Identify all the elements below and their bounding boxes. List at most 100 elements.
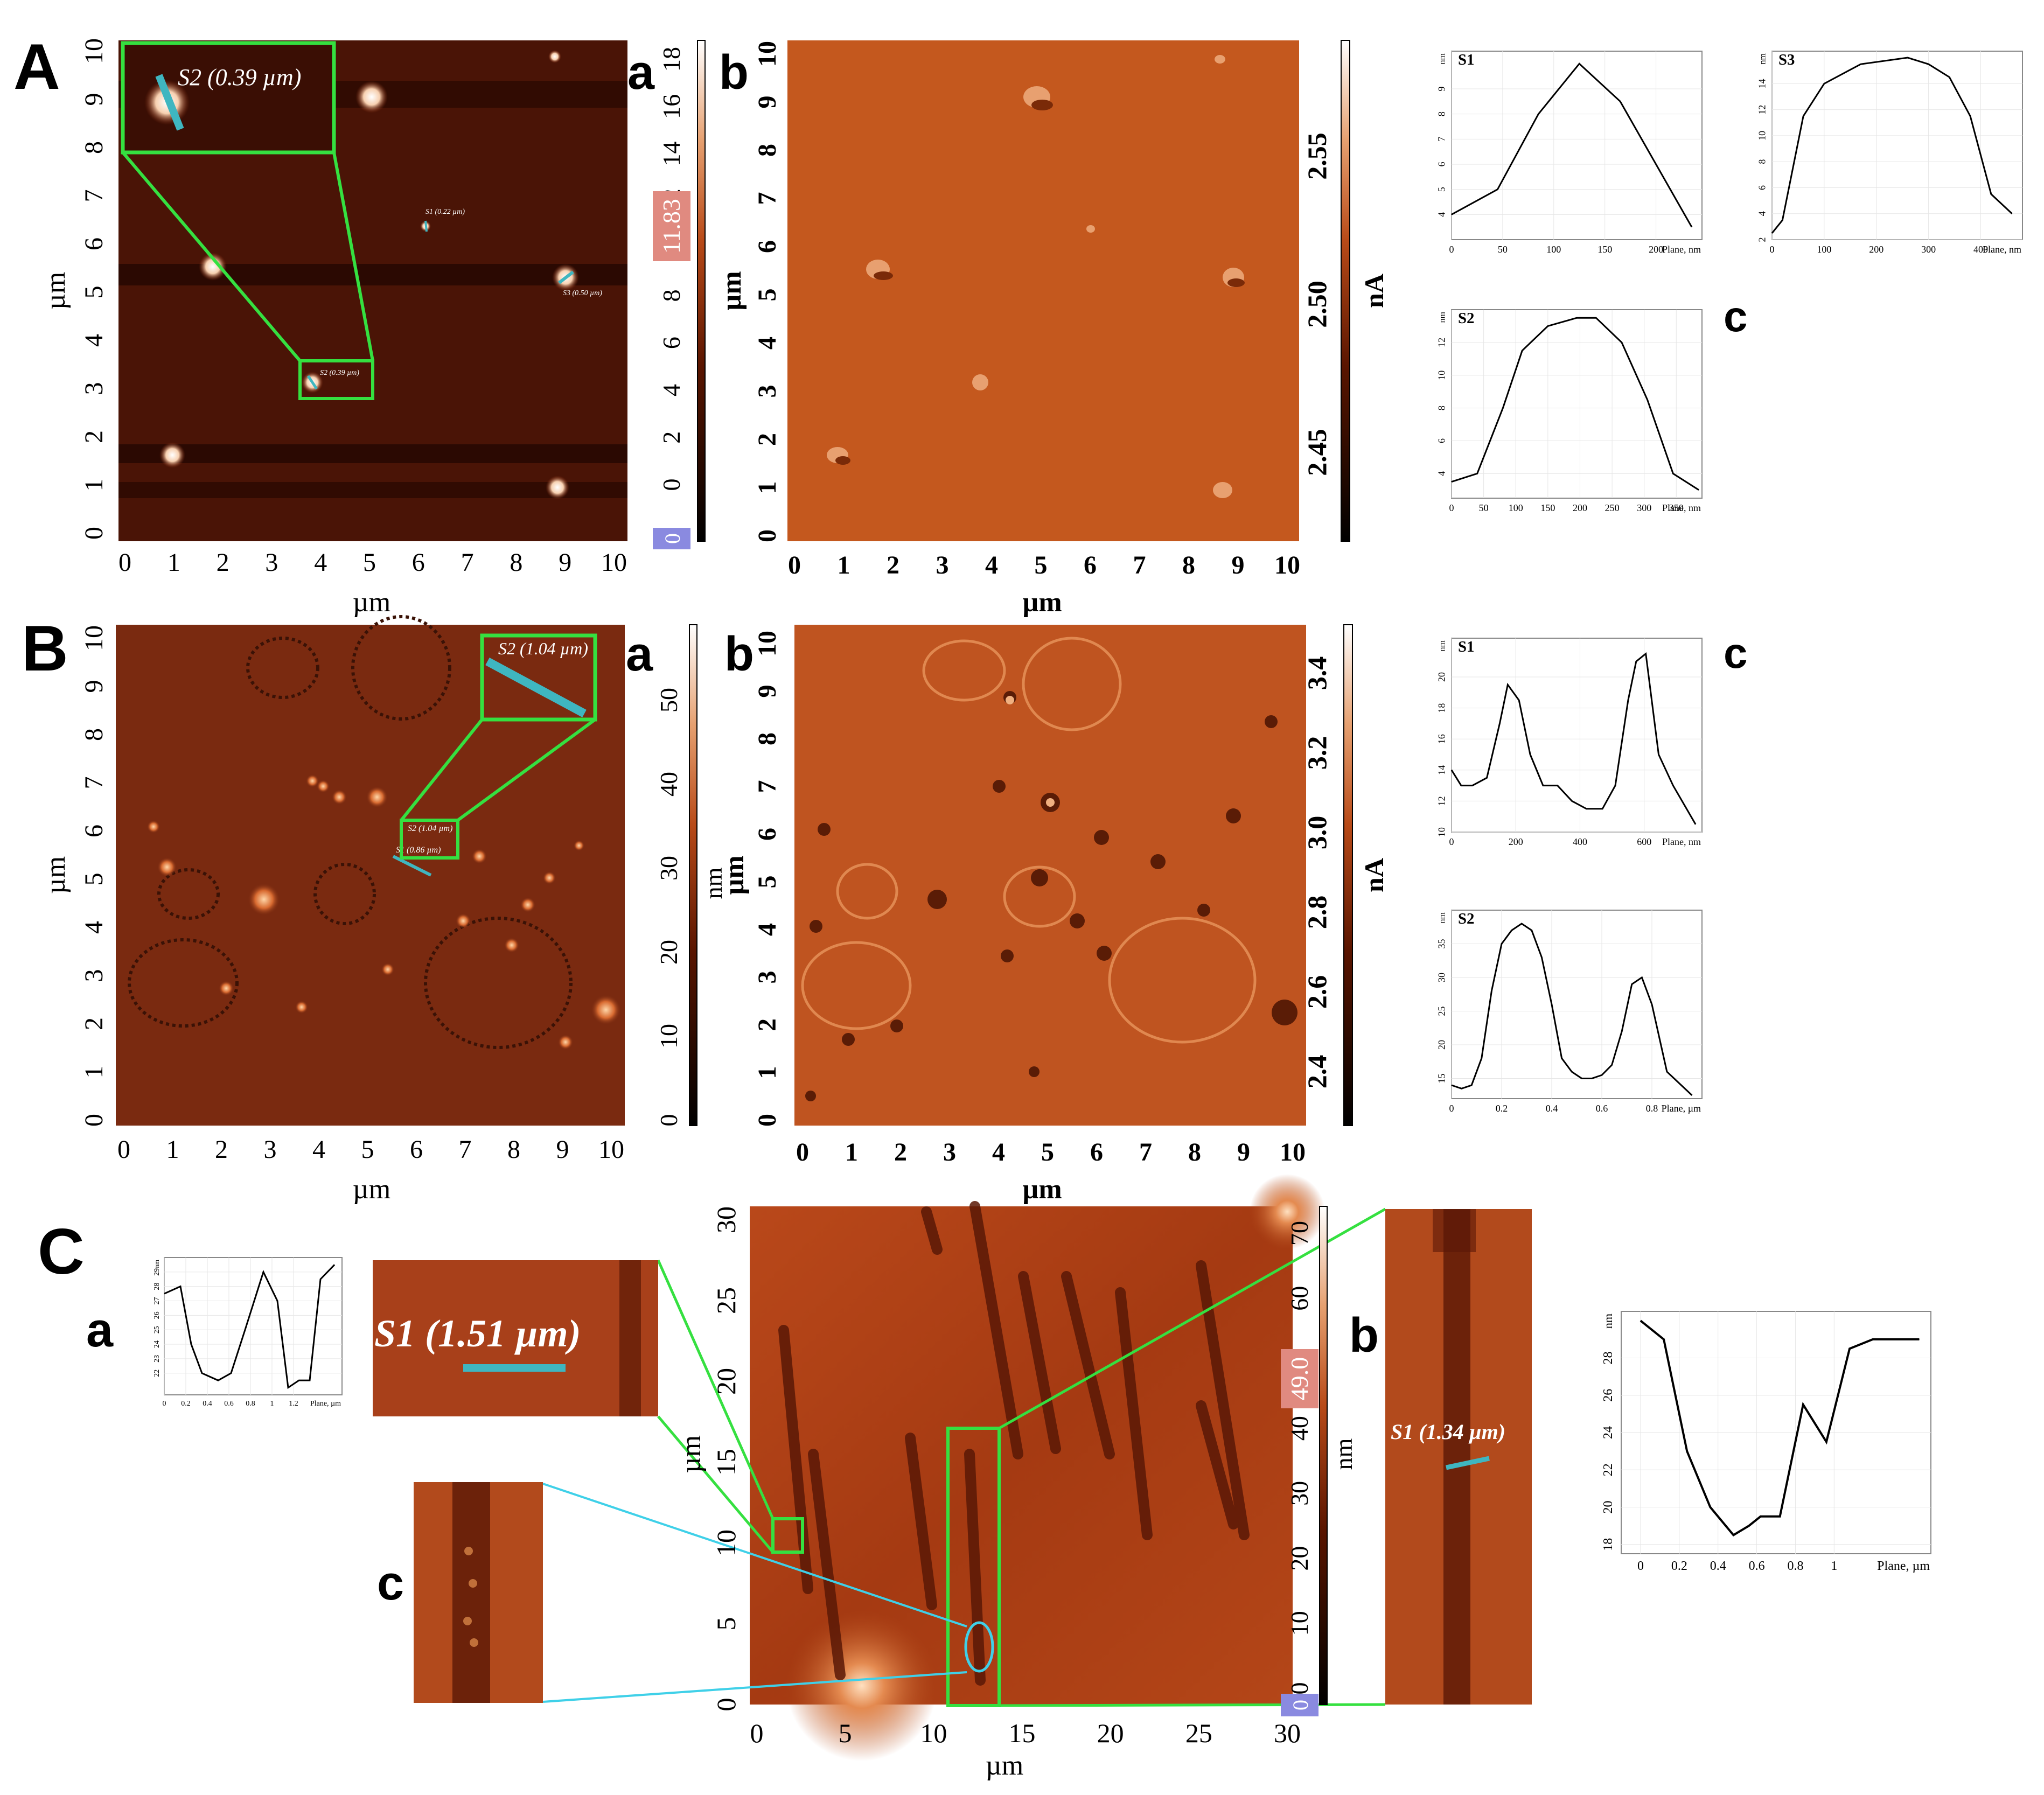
- a-y-tick: 7: [80, 190, 108, 202]
- a-colorbar-tick: 14: [658, 142, 685, 166]
- sub-letter-a-b: b: [719, 46, 749, 100]
- b-y-tick: 4: [80, 921, 108, 934]
- sub-letter-b-a: a: [626, 627, 653, 681]
- bb-x-tick: 0: [796, 1138, 809, 1167]
- bb-y-tick: 9: [753, 685, 782, 698]
- sub-letter-c-b: b: [1349, 1309, 1379, 1363]
- a-colorbar-tick: 4: [658, 384, 685, 396]
- y-tick-label: 26: [1601, 1389, 1615, 1402]
- afm-particles-b: [147, 774, 621, 1050]
- c-x-tick: 0: [750, 1718, 764, 1748]
- a-y-tick: 6: [80, 238, 108, 250]
- y-tick-label: 12: [1756, 105, 1767, 115]
- x-tick-label: 400: [1973, 244, 1988, 255]
- b-x-tick: 8: [507, 1135, 520, 1164]
- x-axis-label: Plane, µm: [1877, 1559, 1930, 1573]
- b-x-tick: 2: [215, 1135, 228, 1164]
- ab-x-tick: 4: [985, 551, 998, 579]
- annot-s2-b: S2 (1.04 µm): [408, 824, 452, 833]
- a-x-tick: 7: [461, 548, 474, 577]
- profile-point: [1511, 930, 1512, 931]
- y-axis-unit: nm: [1438, 311, 1447, 323]
- y-tick-label: 8: [1756, 159, 1767, 164]
- x-tick-label: 600: [1637, 836, 1651, 847]
- profile-point: [1860, 64, 1861, 65]
- b-y-tick: 3: [80, 969, 108, 982]
- a-y-tick: 0: [80, 527, 108, 540]
- c-x-tick: 10: [920, 1718, 947, 1748]
- profile-chart-c-a: 0 0.2 0.4 0.6 0.8 1 1.2 22 23 24 25 26 27 28 29 Plane, …: [153, 1257, 343, 1408]
- b-colorbar-tick: 10: [655, 1024, 682, 1049]
- colorbar-c: 010203040506070 49.0 0 nm: [1281, 1206, 1357, 1716]
- x-axis-label: Plane, µm: [310, 1400, 341, 1408]
- profile-point: [1621, 342, 1622, 343]
- c-colorbar-tick: 40: [1286, 1416, 1313, 1441]
- y-label-a-b: µm: [716, 271, 747, 310]
- c-colorbar-tick: 0: [1286, 1682, 1313, 1695]
- x-tick-label: 50: [1498, 244, 1508, 255]
- y-label-a: µm: [40, 272, 71, 310]
- x-tick-label: 0.2: [1496, 1103, 1508, 1114]
- profile-point: [1471, 1085, 1472, 1086]
- profile-point: [1461, 1088, 1462, 1089]
- y-tick-label: 4: [1436, 212, 1447, 217]
- b-x-tick: 0: [117, 1135, 130, 1164]
- y-tick-label: 4: [1436, 471, 1447, 476]
- a-y-tick: 2: [80, 430, 108, 443]
- x-tick-label: 0: [1449, 836, 1454, 847]
- x-label-a-b: µm: [1022, 587, 1062, 618]
- bb-colorbar-tick: 2.4: [1302, 1055, 1332, 1089]
- y-label-b: µm: [40, 856, 71, 894]
- c-y-tick: 15: [711, 1449, 741, 1476]
- inset-annotation-c-b: S1 (1.34 µm): [1391, 1420, 1505, 1444]
- a-y-tick: 4: [80, 334, 108, 347]
- ab-colorbar-tick: 2.55: [1302, 132, 1332, 180]
- y-tick-label: 4: [1756, 211, 1767, 216]
- profile-lines-a: S1 (0.22 µm) S2 (0.39 µm) S3 (0.50 µm): [306, 208, 602, 390]
- x-tick-label: 0.2: [1671, 1559, 1687, 1573]
- x-tick-label: 1.2: [289, 1400, 298, 1408]
- ab-y-tick: 8: [753, 144, 782, 157]
- colorbar-a-b: 2.45 2.50 2.55 nA: [1302, 40, 1389, 542]
- a-y-tick: 8: [80, 141, 108, 154]
- profile-chart-b-s1: 0 200 400 600 10 12 14 16 18 20 Plane, nm nm S1: [1436, 638, 1703, 847]
- ab-y-tick: 10: [753, 41, 782, 67]
- a-x-tick: 0: [118, 548, 131, 577]
- c-colorbar-tick: 60: [1286, 1286, 1313, 1311]
- inset-c-b: S1 (1.34 µm): [1385, 1209, 1532, 1705]
- axes-b-b: 0 1 2 3 4 5 6 7 8 9 10 0 1 2 3 4 5 6 7 8 9 10 µm µm: [719, 631, 1306, 1205]
- ab-y-tick: 1: [753, 481, 782, 494]
- a-y-tick: 9: [80, 93, 108, 106]
- x-tick-label: 50: [1479, 502, 1489, 513]
- c-colorbar-tick: 10: [1286, 1611, 1313, 1636]
- x-tick-label: 300: [1921, 244, 1936, 255]
- x-tick-label: 0.6: [224, 1400, 234, 1408]
- profile-chart-c-b: 0 0.2 0.4 0.6 0.8 1 18 20 22 24 26 28 Plane, µm nm: [1601, 1311, 1931, 1573]
- sub-letter-a-c: c: [1724, 292, 1748, 340]
- x-tick-label: 0.4: [1710, 1559, 1726, 1573]
- y-tick-label: 23: [153, 1355, 161, 1363]
- a-y-tick: 1: [80, 479, 108, 492]
- panel-a: A S1 (0.22 µm) S2 (0.39 µm) S3 (0.50 µm): [13, 31, 1748, 618]
- y-tick-label: 18: [1436, 703, 1447, 713]
- bb-x-tick: 10: [1280, 1138, 1306, 1167]
- b-x-tick: 4: [312, 1135, 325, 1164]
- profile-chart-b-s2: 0 0.2 0.4 0.6 0.8 15 20 25 30 35 Plane, µm nm S2: [1436, 910, 1703, 1114]
- profile-line: [164, 1264, 336, 1389]
- current-image-a: [787, 40, 1299, 541]
- colorbar-min-c: 0: [1288, 1700, 1313, 1710]
- y-tick-label: 24: [1601, 1426, 1615, 1439]
- b-colorbar-tick: 40: [655, 772, 682, 797]
- y-tick-label: 30: [1436, 973, 1447, 982]
- x-tick-label: 0: [163, 1400, 166, 1408]
- x-tick-label: 0: [1770, 244, 1775, 255]
- colorbar-b-b: 2.4 2.6 2.8 3.0 3.2 3.4 nA: [1302, 624, 1389, 1126]
- x-tick-label: 0: [1449, 244, 1454, 255]
- x-tick-label: 0.8: [1787, 1559, 1803, 1573]
- y-axis-unit: nm: [1758, 53, 1767, 64]
- zoom-box-c-a: [771, 1517, 804, 1554]
- y-axis-unit: nm: [1438, 53, 1447, 64]
- a-colorbar-tick: 16: [658, 94, 685, 119]
- b-x-tick: 9: [556, 1135, 569, 1164]
- a-x-tick: 10: [601, 548, 627, 577]
